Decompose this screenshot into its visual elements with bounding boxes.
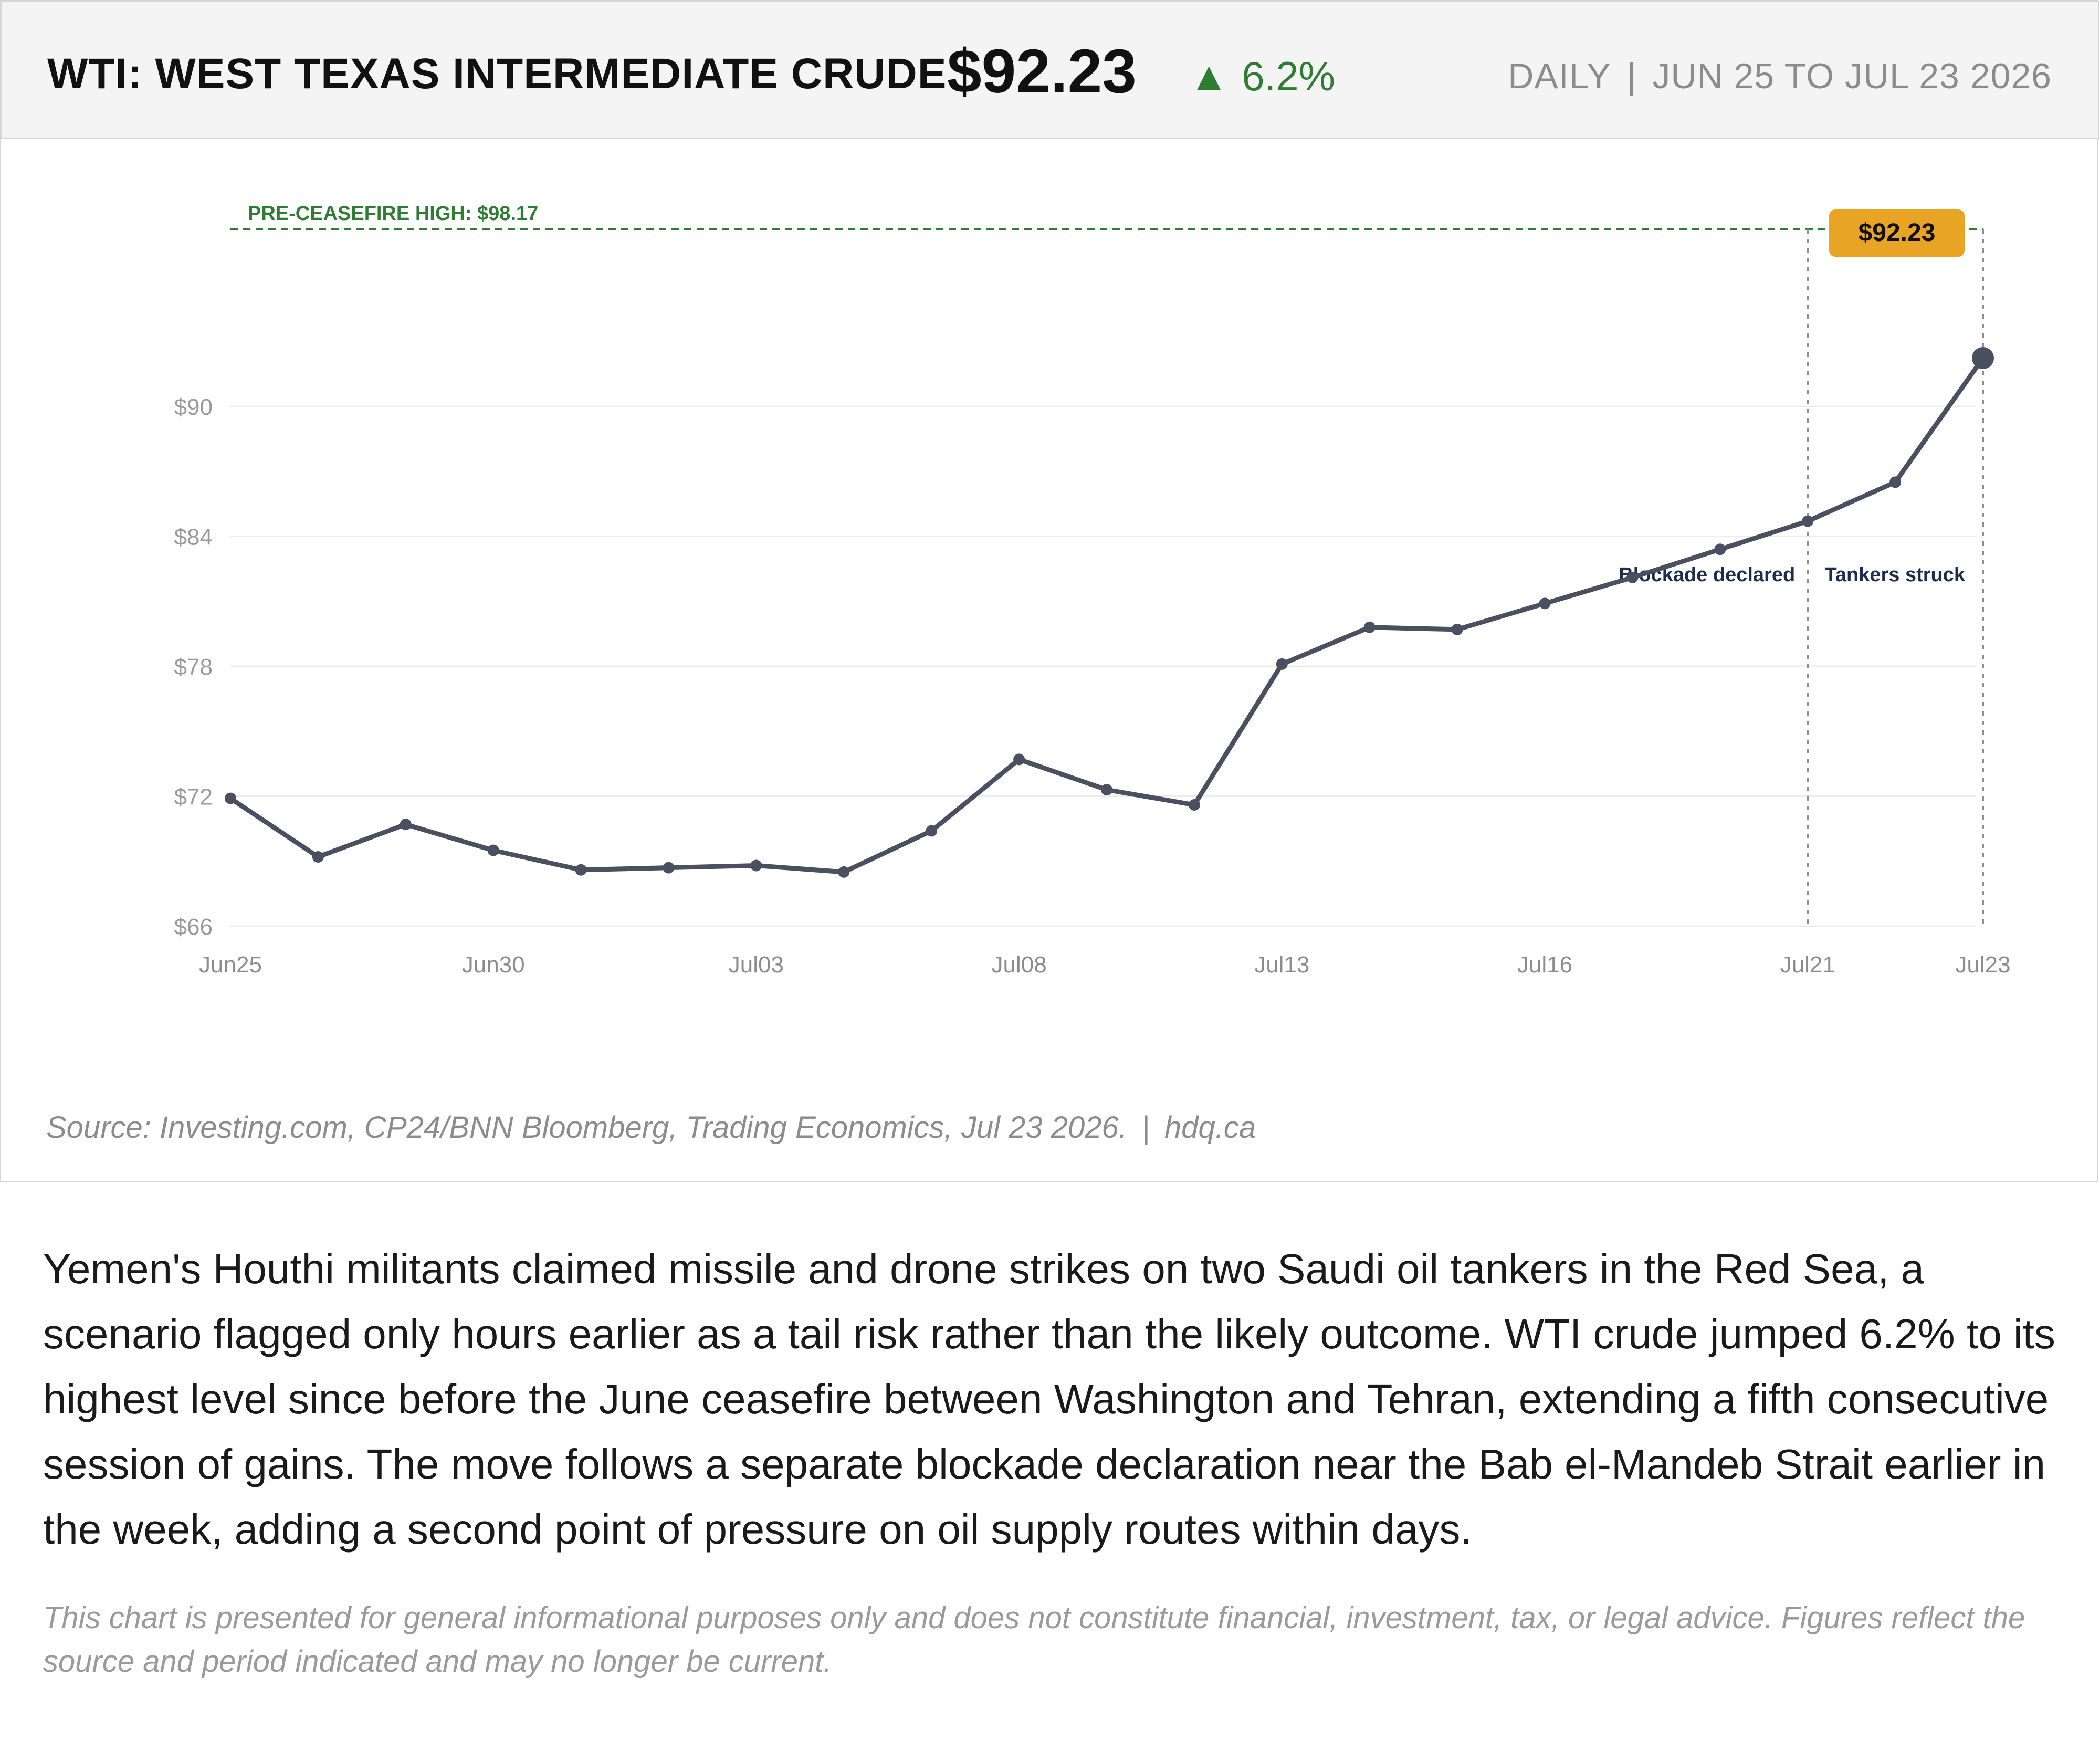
x-tick-label: Jul08	[992, 952, 1047, 978]
data-point	[400, 819, 412, 831]
x-tick-label: Jul23	[1955, 952, 2010, 978]
y-tick-label: $90	[174, 394, 213, 420]
y-tick-label: $72	[174, 784, 213, 810]
frequency-label: DAILY	[1508, 56, 1611, 96]
data-point	[1188, 799, 1200, 811]
data-point	[312, 851, 324, 863]
y-tick-label: $66	[174, 914, 213, 940]
line-chart: $66 $72 $78 $84 $90 Jun25 Jun30 Jul03 Jul08 Jul13…	[174, 203, 2011, 978]
data-point	[1889, 476, 1902, 488]
data-point	[1539, 597, 1551, 610]
x-tick-label: Jul13	[1254, 952, 1309, 978]
data-point	[1363, 621, 1376, 633]
disclaimer-text: This chart is presented for general info…	[43, 1601, 2025, 1679]
x-tick-label: Jul03	[729, 952, 784, 978]
triangle-up-icon: ▲	[1189, 53, 1230, 99]
y-tick-label: $78	[174, 654, 213, 680]
data-point	[225, 792, 236, 804]
data-point	[1626, 571, 1639, 583]
price-change: ▲ 6.2%	[1189, 53, 1335, 100]
event-label: Blockade declared	[1619, 564, 1795, 586]
data-point	[575, 864, 587, 876]
source-separator: |	[1141, 1110, 1150, 1145]
current-price: $92.23	[947, 37, 1137, 106]
x-tick-label: Jun30	[462, 952, 525, 978]
data-point	[1101, 784, 1112, 796]
chart-header: WTI: WEST TEXAS INTERMEDIATE CRUDE $92.2…	[1, 1, 2099, 139]
source-line: Source: Investing.com, CP24/BNN Bloomber…	[46, 1110, 1256, 1145]
data-point	[1714, 543, 1726, 555]
data-point	[1451, 623, 1463, 635]
reference-line-label: PRE-CEASEFIRE HIGH: $98.17	[248, 203, 538, 225]
data-point	[1276, 658, 1288, 670]
last-value-callout	[1829, 209, 1965, 257]
date-range-label: JUN 25 TO JUL 23 2026	[1652, 56, 2052, 96]
data-point	[838, 866, 850, 878]
chart-card: WTI: WEST TEXAS INTERMEDIATE CRUDE $92.2…	[0, 0, 2099, 1182]
source-text: Source: Investing.com, CP24/BNN Bloomber…	[46, 1110, 1127, 1145]
period-info: DAILY | JUN 25 TO JUL 23 2026	[1508, 56, 2052, 97]
data-point	[487, 844, 499, 856]
y-tick-label: $84	[174, 525, 213, 550]
period-separator: |	[1626, 56, 1637, 96]
last-data-point	[1972, 347, 1994, 370]
last-value-label: $92.23	[1858, 219, 1936, 247]
data-point	[926, 825, 938, 837]
x-tick-label: Jun25	[199, 952, 262, 978]
x-tick-label: Jul21	[1780, 952, 1835, 978]
data-point	[750, 859, 762, 872]
data-point	[663, 862, 675, 874]
x-tick-label: Jul16	[1517, 952, 1572, 978]
chart-title: WTI: WEST TEXAS INTERMEDIATE CRUDE	[47, 50, 947, 98]
data-point	[1802, 515, 1814, 527]
data-point	[1013, 753, 1025, 766]
event-label: Tankers struck	[1824, 564, 1965, 586]
narrative-text: Yemen's Houthi militants claimed missile…	[43, 1245, 2055, 1553]
price-change-value: 6.2%	[1242, 53, 1335, 99]
source-site: hdq.ca	[1164, 1110, 1256, 1145]
